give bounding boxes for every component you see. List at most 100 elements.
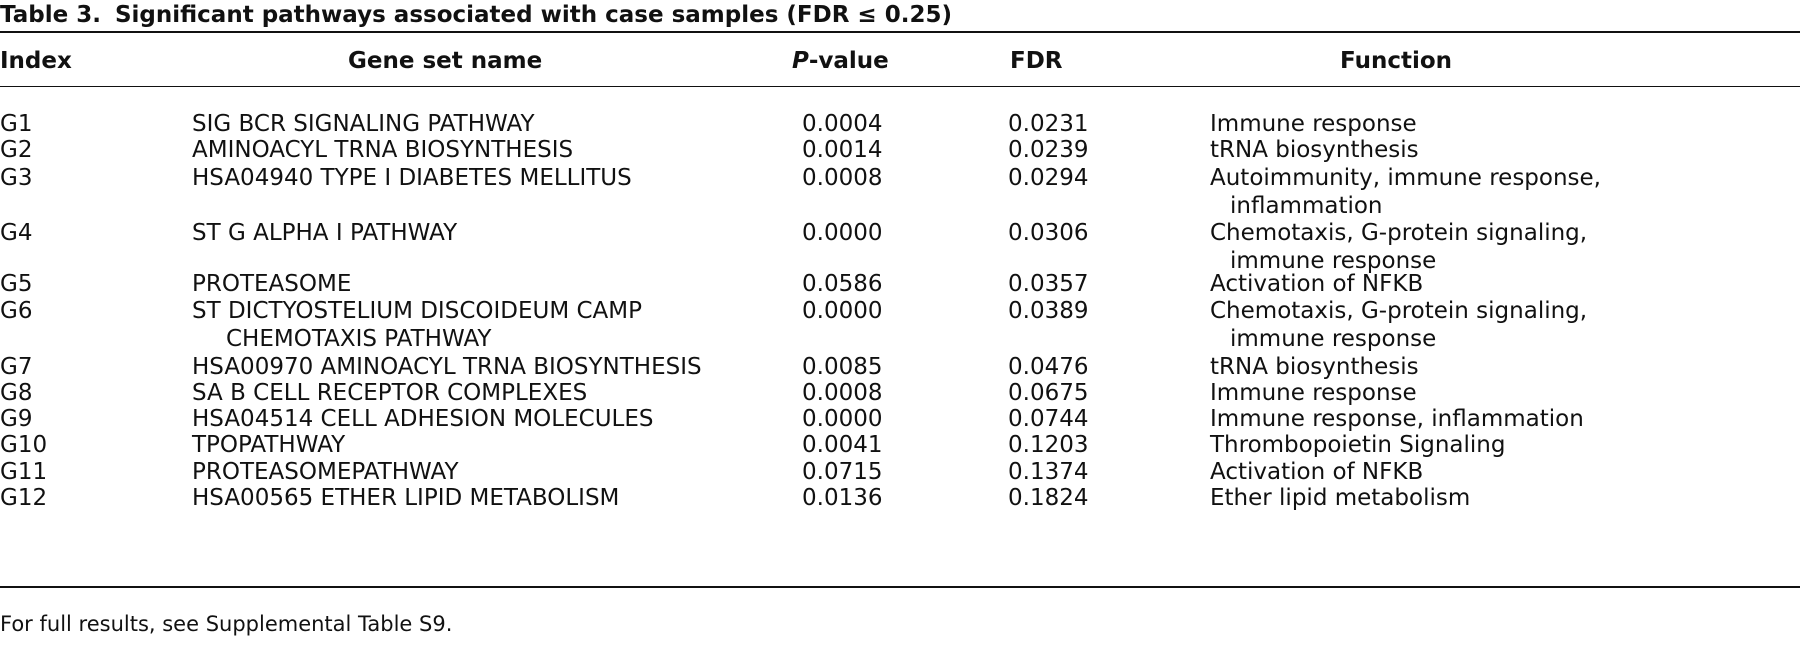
- cell-line: Chemotaxis, G-protein signaling,: [1210, 220, 1588, 246]
- cell-p-value: 0.0008: [802, 380, 883, 406]
- cell-fdr: 0.0239: [1008, 137, 1089, 163]
- cell-gene-set-name: AMINOACYL TRNA BIOSYNTHESIS: [192, 136, 573, 164]
- header-fdr: FDR: [1010, 48, 1063, 74]
- cell-line: Immune response, inflammation: [1210, 406, 1584, 432]
- cell-line: ST DICTYOSTELIUM DISCOIDEUM CAMP: [192, 298, 643, 324]
- cell-function: Chemotaxis, G-protein signaling, immune r…: [1210, 297, 1587, 353]
- cell-function: Activation of NFKB: [1210, 458, 1423, 486]
- cell-gene-set-name: PROTEASOMEPATHWAY: [192, 458, 459, 486]
- cell-line: Autoimmunity, immune response,: [1210, 165, 1601, 191]
- cell-line: SIG BCR SIGNALING PATHWAY: [192, 111, 535, 137]
- header-p-value-italic: P: [792, 48, 809, 74]
- cell-index: G10: [0, 432, 48, 458]
- cell-fdr: 0.1824: [1008, 485, 1089, 511]
- cell-index: G5: [0, 271, 33, 297]
- cell-line: TPOPATHWAY: [192, 432, 346, 458]
- cell-line: HSA00565 ETHER LIPID METABOLISM: [192, 485, 620, 511]
- cell-function: Immune response: [1210, 379, 1417, 407]
- header-rule: [0, 86, 1800, 87]
- header-function: Function: [1340, 48, 1453, 74]
- cell-index: G11: [0, 459, 48, 485]
- cell-gene-set-name: SA B CELL RECEPTOR COMPLEXES: [192, 379, 587, 407]
- cell-gene-set-name: ST G ALPHA I PATHWAY: [192, 219, 457, 247]
- cell-p-value: 0.0085: [802, 354, 883, 380]
- cell-fdr: 0.0306: [1008, 220, 1089, 246]
- cell-fdr: 0.0231: [1008, 111, 1089, 137]
- cell-continuation-line: immune response: [1230, 326, 1437, 352]
- cell-p-value: 0.0000: [802, 406, 883, 432]
- cell-gene-set-name: HSA04514 CELL ADHESION MOLECULES: [192, 405, 653, 433]
- cell-continuation-line: inflammation: [1230, 193, 1383, 219]
- header-index: Index: [0, 48, 72, 74]
- cell-line: SA B CELL RECEPTOR COMPLEXES: [192, 380, 588, 406]
- cell-line: ST G ALPHA I PATHWAY: [192, 220, 458, 246]
- cell-p-value: 0.0008: [802, 165, 883, 191]
- cell-line: AMINOACYL TRNA BIOSYNTHESIS: [192, 137, 574, 163]
- cell-gene-set-name: SIG BCR SIGNALING PATHWAY: [192, 110, 535, 138]
- cell-function: Chemotaxis, G-protein signaling, immune r…: [1210, 219, 1587, 275]
- table-footnote: For full results, see Supplemental Table…: [0, 612, 453, 636]
- cell-p-value: 0.0041: [802, 432, 883, 458]
- cell-line: PROTEASOMEPATHWAY: [192, 459, 459, 485]
- cell-index: G6: [0, 298, 33, 324]
- cell-line: Activation of NFKB: [1210, 271, 1424, 297]
- cell-gene-set-name: ST DICTYOSTELIUM DISCOIDEUM CAMP CHEMOTAX…: [192, 297, 642, 353]
- cell-p-value: 0.0586: [802, 271, 883, 297]
- cell-continuation-line: immune response: [1230, 248, 1437, 274]
- cell-line: HSA00970 AMINOACYL TRNA BIOSYNTHESIS: [192, 354, 702, 380]
- cell-line: Activation of NFKB: [1210, 459, 1424, 485]
- cell-line: Chemotaxis, G-protein signaling,: [1210, 298, 1588, 324]
- cell-function: tRNA biosynthesis: [1210, 136, 1419, 164]
- cell-line: Immune response: [1210, 380, 1417, 406]
- cell-p-value: 0.0004: [802, 111, 883, 137]
- cell-p-value: 0.0715: [802, 459, 883, 485]
- cell-gene-set-name: PROTEASOME: [192, 270, 351, 298]
- cell-line: tRNA biosynthesis: [1210, 137, 1419, 163]
- cell-fdr: 0.1203: [1008, 432, 1089, 458]
- header-p-value-rest: -value: [808, 48, 889, 74]
- cell-line: HSA04514 CELL ADHESION MOLECULES: [192, 406, 654, 432]
- cell-line: Ether lipid metabolism: [1210, 485, 1471, 511]
- cell-p-value: 0.0000: [802, 220, 883, 246]
- cell-fdr: 0.0675: [1008, 380, 1089, 406]
- cell-fdr: 0.0476: [1008, 354, 1089, 380]
- cell-function: Activation of NFKB: [1210, 270, 1423, 298]
- cell-gene-set-name: HSA00565 ETHER LIPID METABOLISM: [192, 484, 619, 512]
- table-number: Table 3.: [0, 2, 101, 28]
- cell-function: Immune response: [1210, 110, 1417, 138]
- cell-function: tRNA biosynthesis: [1210, 353, 1419, 381]
- cell-continuation-line: CHEMOTAXIS PATHWAY: [226, 326, 492, 352]
- cell-gene-set-name: HSA04940 TYPE I DIABETES MELLITUS: [192, 164, 632, 192]
- cell-index: G8: [0, 380, 33, 406]
- cell-index: G2: [0, 137, 33, 163]
- cell-function: Autoimmunity, immune response, inflammati…: [1210, 164, 1601, 220]
- table-caption: Table 3. Significant pathways associated …: [0, 2, 952, 28]
- cell-index: G9: [0, 406, 33, 432]
- cell-gene-set-name: TPOPATHWAY: [192, 431, 345, 459]
- cell-index: G3: [0, 165, 33, 191]
- cell-index: G4: [0, 220, 33, 246]
- cell-function: Ether lipid metabolism: [1210, 484, 1470, 512]
- cell-index: G7: [0, 354, 33, 380]
- cell-index: G1: [0, 111, 33, 137]
- cell-function: Thrombopoietin Signaling: [1210, 431, 1505, 459]
- cell-line: Immune response: [1210, 111, 1417, 137]
- cell-fdr: 0.1374: [1008, 459, 1089, 485]
- cell-fdr: 0.0294: [1008, 165, 1089, 191]
- header-gene-set-name: Gene set name: [348, 48, 543, 74]
- cell-gene-set-name: HSA00970 AMINOACYL TRNA BIOSYNTHESIS: [192, 353, 702, 381]
- cell-function: Immune response, inflammation: [1210, 405, 1584, 433]
- table-title: Significant pathways associated with cas…: [114, 2, 952, 28]
- cell-fdr: 0.0744: [1008, 406, 1089, 432]
- top-rule: [0, 31, 1800, 33]
- cell-line: PROTEASOME: [192, 271, 352, 297]
- cell-fdr: 0.0389: [1008, 298, 1089, 324]
- cell-p-value: 0.0000: [802, 298, 883, 324]
- cell-p-value: 0.0014: [802, 137, 883, 163]
- cell-fdr: 0.0357: [1008, 271, 1089, 297]
- cell-p-value: 0.0136: [802, 485, 883, 511]
- cell-line: tRNA biosynthesis: [1210, 354, 1419, 380]
- cell-line: HSA04940 TYPE I DIABETES MELLITUS: [192, 165, 632, 191]
- bottom-rule: [0, 586, 1800, 588]
- header-p-value: P-value: [792, 47, 889, 75]
